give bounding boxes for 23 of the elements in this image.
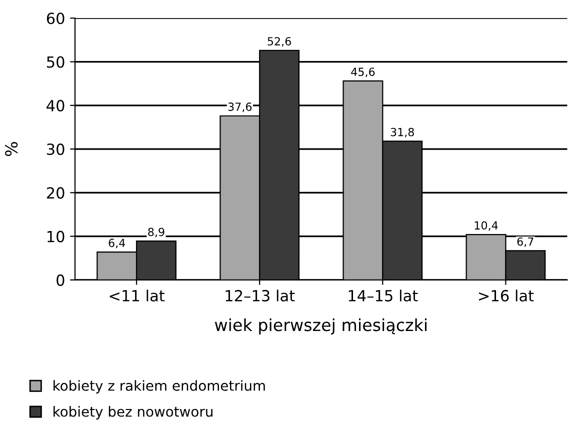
x-tick-label: 12–13 lat [226, 290, 295, 302]
y-tick-label: 50 [47, 56, 64, 68]
y-axis-title: % [5, 142, 18, 156]
data-label: 37,6 [228, 102, 252, 112]
y-tick-label: 20 [46, 187, 64, 199]
x-tick-label: <11 lat [110, 290, 165, 302]
legend-label: kobiety z rakiem endometrium [54, 380, 265, 394]
data-label: 45,6 [351, 68, 375, 78]
data-label: 10,4 [474, 221, 498, 231]
x-tick-label: >16 lat [478, 290, 534, 302]
data-label: 6,4 [108, 238, 126, 248]
y-tick-label: 60 [46, 12, 64, 24]
data-label: 52,6 [268, 37, 291, 47]
x-axis-title: wiek pierwszej miesiączki [214, 318, 426, 334]
y-tick-label: 40 [46, 100, 64, 112]
data-label: 31,8 [390, 128, 414, 138]
data-label: 8,9 [148, 228, 164, 238]
y-tick-label: 0 [56, 274, 64, 286]
y-tick-label: 10 [48, 230, 64, 242]
legend-label: kobiety bez nowotworu [54, 406, 212, 420]
y-tick-label: 30 [47, 144, 64, 156]
x-tick-label: 14–15 lat [348, 290, 418, 302]
data-label: 6,7 [517, 237, 534, 247]
